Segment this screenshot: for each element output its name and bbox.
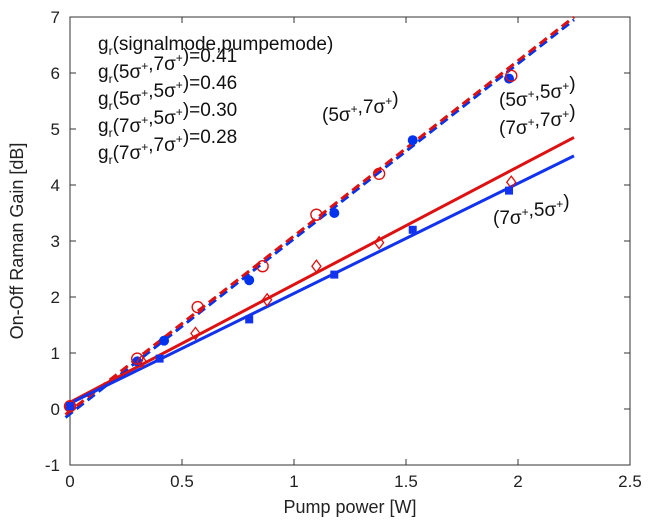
data-point <box>310 208 323 221</box>
x-tick-label: 2.5 <box>618 472 642 491</box>
data-point <box>329 208 340 218</box>
data-point <box>311 259 322 274</box>
gain-coefficient-annotation: gr(signalmode,pumpemode)gr(5σ+,7σ+)=0.41… <box>98 34 333 167</box>
data-point <box>256 260 269 273</box>
data-point <box>191 300 204 314</box>
axis-ticks: 0 0.5 1 1.5 2 2.5 -1 0 1 2 3 4 5 6 7 <box>45 8 642 491</box>
y-tick-label: 0 <box>51 400 60 419</box>
x-tick-label: 0.5 <box>170 472 194 491</box>
data-point <box>372 167 386 181</box>
mode-label: (7σ+,5σ+) <box>493 192 570 229</box>
y-tick-label: 2 <box>51 288 60 307</box>
y-tick-label: 7 <box>51 8 60 27</box>
data-point <box>261 292 273 307</box>
x-tick-label: 1 <box>289 472 298 491</box>
data-markers <box>63 69 518 414</box>
data-point <box>190 326 201 341</box>
fit-line-3 <box>69 136 575 404</box>
mode-label: (5σ+,5σ+) <box>499 74 576 111</box>
mode-label: (5σ+,7σ+) <box>322 89 399 126</box>
y-tick-label: 4 <box>51 176 60 195</box>
data-point <box>330 270 339 279</box>
x-axis-label: Pump power [W] <box>283 497 416 517</box>
y-tick-label: 3 <box>51 232 60 251</box>
data-point <box>130 352 144 365</box>
data-point <box>373 235 385 250</box>
data-point <box>159 335 170 346</box>
fit-line-4 <box>69 154 575 405</box>
plot-area <box>69 16 631 466</box>
legend-line: gr(7σ+,7σ+)=0.28 <box>98 127 237 167</box>
data-point <box>136 354 147 369</box>
data-point <box>505 186 514 195</box>
y-tick-label: 5 <box>51 120 60 139</box>
data-point <box>407 135 418 146</box>
data-point <box>66 402 74 411</box>
x-tick-label: 0 <box>65 472 74 491</box>
x-tick-label: 2 <box>513 472 522 491</box>
legend-line: gr(7σ+,5σ+)=0.30 <box>98 100 237 140</box>
y-tick-label: -1 <box>45 456 60 475</box>
data-point <box>244 275 255 286</box>
x-tick-label: 1.5 <box>394 472 418 491</box>
y-tick-label: 1 <box>51 344 60 363</box>
y-tick-label: 6 <box>51 64 60 83</box>
data-point <box>155 354 164 363</box>
legend-line: gr(5σ+,7σ+)=0.41 <box>98 46 237 86</box>
mode-label: (7σ+,7σ+) <box>499 102 576 139</box>
legend-line: gr(5σ+,5σ+)=0.46 <box>98 73 237 113</box>
fit-line-2 <box>64 15 575 416</box>
data-point <box>408 225 417 234</box>
data-point <box>245 315 254 324</box>
data-point <box>505 69 518 83</box>
y-axis-label: On-Off Raman Gain [dB] <box>7 143 27 340</box>
mode-labels: (5σ+,7σ+) (5σ+,5σ+)(7σ+,7σ+) (7σ+,5σ+) <box>322 74 576 229</box>
legend-title: gr(signalmode,pumpemode) <box>98 34 333 58</box>
